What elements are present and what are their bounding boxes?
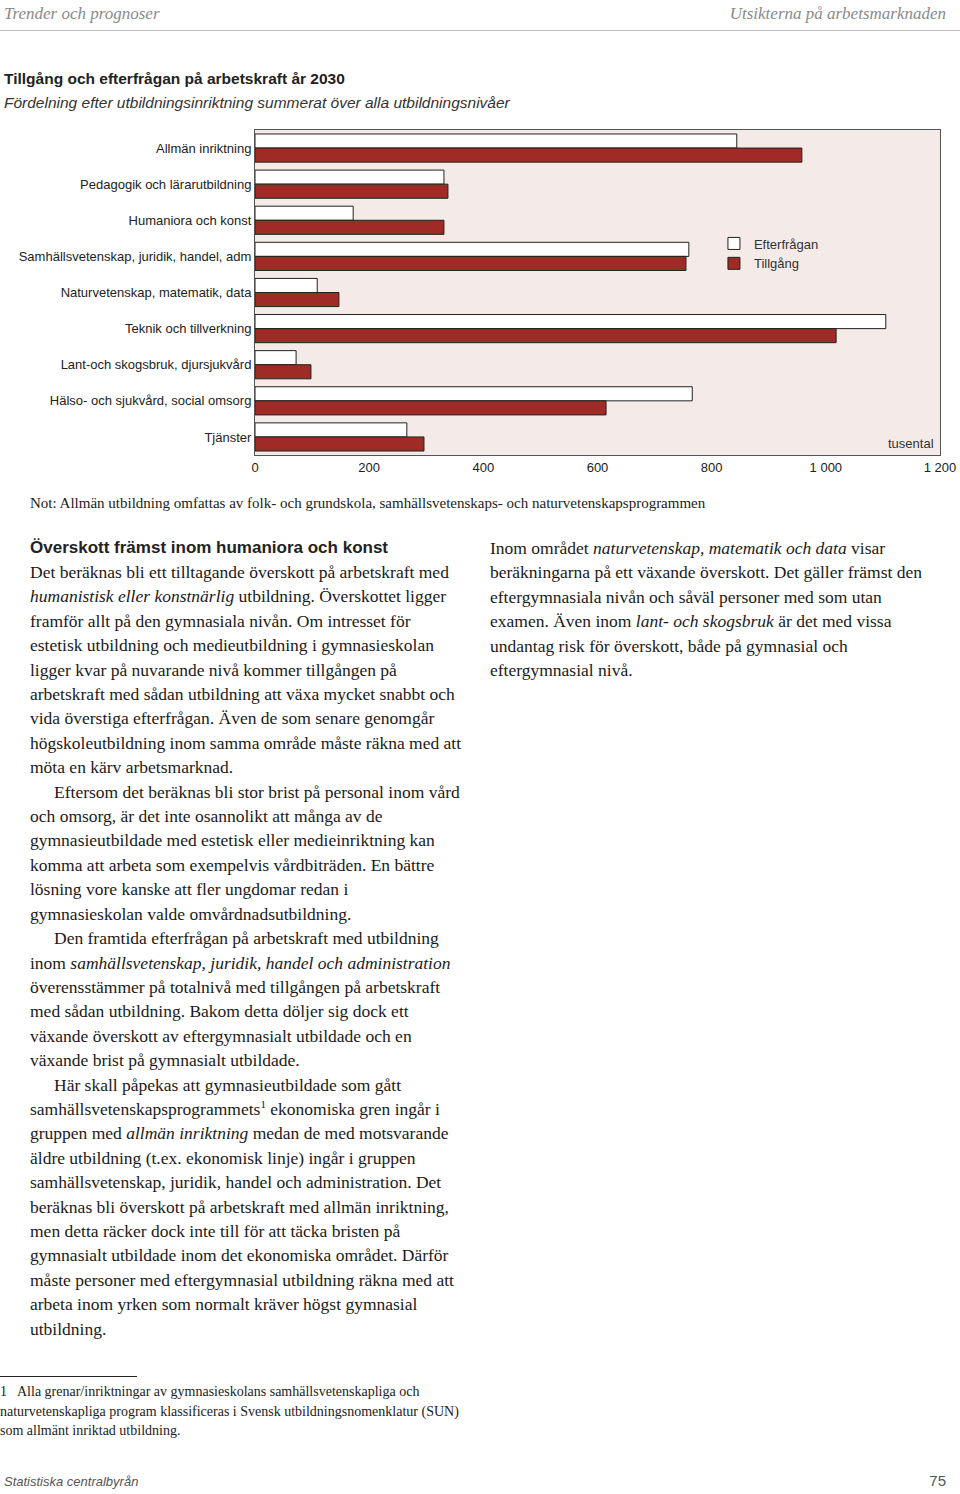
html-text:Den framtida efterfrågan på ar: Den framtida efterfrågan på arbetskraft … (30, 928, 451, 973)
html-text:Tillgång och efterfrågan på ar: Tillgång och efterfrågan på arbetskraft … (4, 70, 345, 87)
html-text:Eftersom det beräknas bli stor: Eftersom det beräknas bli stor brist på … (30, 781, 460, 924)
svg-text:Humaniora och konst: Humaniora och konst (129, 213, 252, 228)
svg-text:Teknik och tillverkning: Teknik och tillverkning (125, 321, 251, 336)
html-text:1: 1 (0, 1384, 7, 1399)
html-text:Det beräknas bli ett tilltagan: Det beräknas bli ett tilltagande översko… (30, 562, 449, 582)
svg-text:Samhällsvetenskap, juridik, ha: Samhällsvetenskap, juridik, handel, adm (19, 249, 252, 264)
svg-text:1 200: 1 200 (924, 460, 957, 475)
svg-text:Hälso- och sjukvård, social om: Hälso- och sjukvård, social omsorg (50, 393, 252, 408)
html-text:humanistisk eller konstnärlig: humanistisk eller konstnärlig utbildning… (30, 586, 462, 778)
html-text:Fördelning efter utbildningsin: Fördelning efter utbildningsinriktning s… (4, 94, 510, 111)
html-text:överensstämmer på totalnivå me: överensstämmer på totalnivå med tillgång… (30, 976, 441, 1071)
svg-text:Naturvetenskap, matematik, dat: Naturvetenskap, matematik, data (61, 285, 253, 300)
html-text:75: 75 (929, 1472, 946, 1489)
html-text:Not: Allmän utbildning omfatta: Not: Allmän utbildning omfattas av folk-… (30, 495, 706, 511)
svg-text:Allmän inriktning: Allmän inriktning (156, 141, 251, 156)
html-text:Inom området naturvetenskap, m: Inom området naturvetenskap, matematik o… (490, 538, 922, 680)
html-text:Här skall påpekas att gymnasie: Här skall påpekas att gymnasieutbildade … (30, 1074, 454, 1339)
svg-text:400: 400 (472, 460, 494, 475)
html-text:Alla grenar/inriktningar av gy: Alla grenar/inriktningar av gymnasieskol… (0, 1384, 459, 1438)
svg-text:200: 200 (358, 460, 380, 475)
html-text:Överskott främst inom humanior: Överskott främst inom humaniora och kons… (30, 538, 388, 557)
svg-text:800: 800 (701, 460, 723, 475)
svg-text:tusental: tusental (888, 436, 934, 451)
html-text:Statistiska centralbyrån: Statistiska centralbyrån (4, 1474, 139, 1489)
svg-text:0: 0 (251, 460, 258, 475)
svg-text:Tjänster: Tjänster (204, 429, 252, 444)
html-text:Utsikterna på arbetsmarknaden: Utsikterna på arbetsmarknaden (729, 4, 946, 23)
svg-text:Pedagogik och lärarutbildning: Pedagogik och lärarutbildning (80, 177, 251, 192)
svg-text:600: 600 (587, 460, 609, 475)
svg-text:1 000: 1 000 (810, 460, 843, 475)
svg-text:Lant-och skogsbruk, djursjukvå: Lant-och skogsbruk, djursjukvård (61, 357, 252, 372)
svg-text:Efterfrågan: Efterfrågan (754, 237, 818, 252)
svg-text:Tillgång: Tillgång (754, 256, 799, 271)
html-text:Trender och prognoser: Trender och prognoser (4, 4, 160, 23)
